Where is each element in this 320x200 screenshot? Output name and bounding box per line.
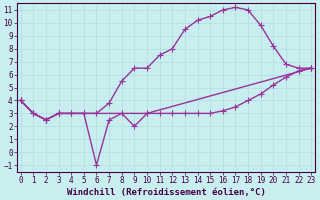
X-axis label: Windchill (Refroidissement éolien,°C): Windchill (Refroidissement éolien,°C): [67, 188, 265, 197]
